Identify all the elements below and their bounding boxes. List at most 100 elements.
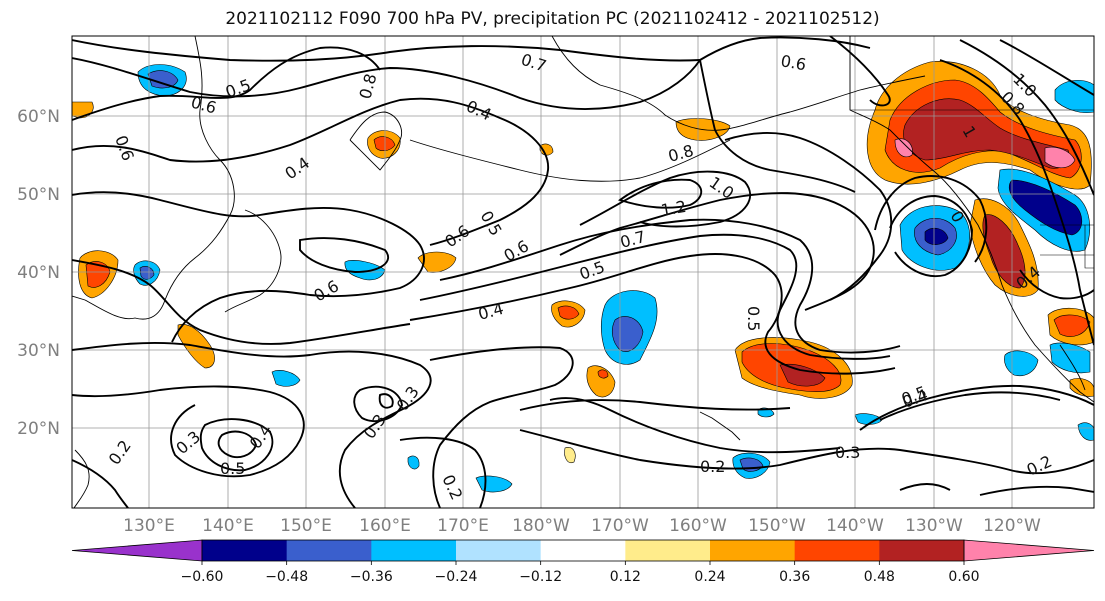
pv-contour bbox=[72, 341, 432, 508]
colorbar-tick-label: 0.48 bbox=[864, 569, 895, 585]
colorbar-swatch bbox=[371, 540, 457, 561]
pv-contour bbox=[939, 59, 1094, 346]
coastline-asia bbox=[72, 36, 235, 320]
pv-contour bbox=[559, 192, 875, 311]
contour-label: 0.2 bbox=[700, 457, 725, 476]
lon-label: 160°W bbox=[669, 516, 727, 536]
colorbar-swatch bbox=[625, 540, 711, 561]
pv-contour bbox=[217, 430, 258, 459]
map-frame bbox=[71, 35, 1095, 509]
colorbar-tick-label: 0.36 bbox=[779, 569, 810, 585]
precip-positive-peak bbox=[779, 363, 826, 387]
latitude-labels: 60°N 50°N 40°N 30°N 20°N bbox=[17, 107, 60, 439]
lon-label: 140°W bbox=[826, 516, 884, 536]
longitude-labels: 130°E 140°E 150°E 160°E 170°E 180°W 170°… bbox=[123, 516, 1041, 536]
contour-label: 1.2 bbox=[659, 197, 687, 220]
pv-contour bbox=[378, 393, 394, 409]
lat-label: 50°N bbox=[17, 185, 60, 205]
lon-label: 170°E bbox=[437, 516, 489, 536]
pv-contour bbox=[1019, 269, 1094, 300]
colorbar-outline bbox=[201, 539, 965, 562]
lat-label: 60°N bbox=[17, 107, 60, 127]
lon-label: 180°W bbox=[512, 516, 570, 536]
precip-negative-small bbox=[407, 455, 420, 470]
pv-contour bbox=[439, 218, 901, 354]
precip-negative-small bbox=[147, 70, 179, 89]
colorbar-swatch bbox=[202, 540, 288, 561]
precip-positive-small bbox=[1053, 314, 1091, 337]
colorbar-tick-label: 0.60 bbox=[948, 569, 979, 585]
pv-contour bbox=[979, 485, 1094, 496]
coastline-kamchatka bbox=[349, 111, 403, 171]
pv-contour bbox=[579, 170, 751, 228]
coastline-japan bbox=[224, 209, 282, 313]
lon-label: 130°W bbox=[905, 516, 963, 536]
pv-contours bbox=[72, 36, 1094, 508]
lon-label: 120°W bbox=[983, 516, 1041, 536]
precip-positive-small bbox=[564, 447, 576, 463]
pv-contour bbox=[699, 36, 871, 61]
pv-contour bbox=[889, 195, 973, 278]
pv-contour bbox=[199, 418, 274, 472]
pv-contour bbox=[353, 385, 403, 422]
colorbar-extend-max bbox=[963, 539, 1095, 562]
pv-contour bbox=[399, 436, 487, 508]
colorbar-swatch bbox=[879, 540, 965, 561]
lon-label: 150°W bbox=[748, 516, 806, 536]
pv-contour bbox=[519, 429, 1094, 475]
precip-negative-peak bbox=[924, 227, 949, 245]
pv-contour bbox=[72, 46, 381, 121]
colorbar-tick-label: −0.24 bbox=[435, 569, 478, 585]
precip-negative-small bbox=[1049, 342, 1091, 374]
pv-contour bbox=[999, 39, 1094, 96]
lat-label: 40°N bbox=[17, 263, 60, 283]
pv-contour bbox=[724, 131, 893, 301]
precip-negative-small bbox=[1077, 422, 1094, 441]
pv-contour bbox=[874, 175, 988, 263]
precip-negative-small bbox=[1004, 350, 1039, 377]
colorbar-tick-label: 0.24 bbox=[694, 569, 725, 585]
colorbar-extend-min bbox=[71, 539, 203, 562]
colorbar-swatch bbox=[540, 540, 626, 561]
lon-label: 160°E bbox=[359, 516, 411, 536]
coastline-na-west bbox=[849, 36, 1094, 403]
border bbox=[1040, 224, 1094, 269]
pv-contour bbox=[72, 259, 411, 345]
colorbar-tick-label: −0.60 bbox=[181, 569, 224, 585]
contour-label: 0.6 bbox=[779, 51, 807, 74]
contour-label: 0.5 bbox=[744, 306, 763, 331]
precip-positive-small bbox=[586, 365, 616, 398]
colorbar-ticks: −0.60 −0.48 −0.36 −0.24 −0.12 0.12 0.24 0.36 0.4… bbox=[181, 561, 980, 585]
colorbar: −0.60 −0.48 −0.36 −0.24 −0.12 0.12 0.24 0.36 0.4… bbox=[71, 539, 1095, 585]
colorbar-tick-label: 0.12 bbox=[610, 569, 641, 585]
contour-label: 0.5 bbox=[220, 459, 245, 478]
pv-contour bbox=[419, 233, 891, 360]
pv-contour bbox=[72, 39, 701, 62]
coastline-baja bbox=[1059, 344, 1086, 391]
pv-contour bbox=[549, 397, 841, 454]
lat-label: 20°N bbox=[17, 419, 60, 439]
contour-label: 0.3 bbox=[835, 443, 860, 462]
coastline-alaska bbox=[551, 36, 926, 131]
lon-label: 150°E bbox=[280, 516, 332, 536]
pv-contour bbox=[699, 59, 856, 193]
pv-contour bbox=[72, 57, 701, 110]
coastline-hawaii bbox=[699, 411, 741, 441]
pv-contour bbox=[72, 97, 549, 246]
precip-positive-peak bbox=[1044, 146, 1076, 169]
colorbar-swatches bbox=[71, 539, 1095, 562]
pv-contour bbox=[879, 391, 1061, 421]
pv-contour bbox=[829, 36, 891, 107]
pv-contour bbox=[899, 483, 951, 491]
pv-contour bbox=[617, 178, 703, 209]
coastlines bbox=[72, 36, 1094, 508]
colorbar-swatch bbox=[456, 540, 542, 561]
coastline-aleutians bbox=[409, 139, 731, 182]
coastline-philippines bbox=[73, 449, 90, 508]
map-area: 0.7 0.6 0.5 0.6 0.8 0.4 0.6 0.4 0.5 0.6 … bbox=[72, 36, 1094, 508]
pv-contour bbox=[72, 459, 129, 508]
pv-contour bbox=[72, 191, 425, 343]
map-title: 2021102112 F090 700 hPa PV, precipitatio… bbox=[225, 9, 880, 29]
lon-label: 130°E bbox=[123, 516, 175, 536]
